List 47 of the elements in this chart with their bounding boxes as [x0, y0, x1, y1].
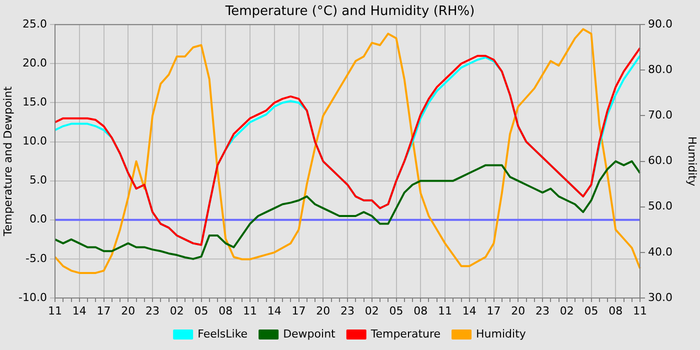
x-tick-label: 11	[633, 304, 647, 318]
x-tick-label: 23	[536, 304, 550, 318]
x-tick-label: 20	[121, 304, 136, 318]
y2-tick-label: 90.0	[648, 17, 672, 30]
x-tick-label: 11	[438, 304, 452, 318]
x-tick-label: 02	[364, 304, 379, 318]
x-tick-label: 08	[608, 304, 623, 318]
x-tick-label: 02	[170, 304, 184, 318]
y2-tick-label: 40.0	[648, 245, 672, 258]
x-tick-label: 14	[72, 304, 86, 318]
y-tick-label: 25.0	[22, 17, 47, 30]
x-tick-label: 02	[560, 304, 574, 318]
y2-axis-title: Humidity	[686, 136, 699, 187]
x-tick-label: 11	[243, 304, 257, 318]
x-tick-label: 11	[48, 304, 62, 318]
x-tick-label: 20	[511, 304, 526, 318]
y-axis-title: Temperature and Dewpoint	[1, 86, 14, 238]
y-tick-label: 15.0	[22, 96, 47, 109]
y-tick-label: 20.0	[22, 56, 47, 70]
x-tick-label: 08	[414, 304, 428, 318]
x-tick-label: 05	[194, 304, 208, 318]
x-tick-label: 23	[340, 304, 354, 318]
y2-tick-label: 30.0	[648, 290, 672, 304]
x-tick-label: 17	[292, 304, 306, 318]
legend-label: Humidity	[476, 327, 526, 340]
legend-label: Temperature	[370, 327, 441, 340]
x-tick-label: 14	[267, 304, 282, 318]
chart-title: Temperature (°C) and Humidity (RH%)	[224, 4, 475, 20]
x-tick-label: 05	[584, 304, 598, 318]
x-tick-label: 14	[462, 304, 476, 318]
y-tick-label: -5.0	[26, 252, 47, 265]
x-tick-label: 20	[316, 304, 330, 318]
x-tick-label: 23	[146, 304, 160, 318]
x-tick-label: 08	[218, 304, 233, 318]
legend-label: Dewpoint	[283, 327, 336, 340]
y2-tick-label: 60.0	[648, 154, 672, 168]
y-tick-label: -10.0	[18, 290, 47, 304]
y2-tick-label: 50.0	[648, 200, 672, 213]
x-tick-label: 17	[96, 304, 111, 318]
y-tick-label: 10.0	[22, 134, 47, 148]
y-tick-label: 0.0	[30, 212, 47, 226]
y-tick-label: 5.0	[30, 174, 47, 187]
x-tick-label: 05	[389, 304, 404, 318]
x-tick-label: 17	[486, 304, 501, 318]
y2-tick-label: 80.0	[648, 63, 672, 76]
y2-tick-label: 70.0	[648, 108, 672, 122]
legend-label: FeelsLike	[198, 327, 248, 340]
